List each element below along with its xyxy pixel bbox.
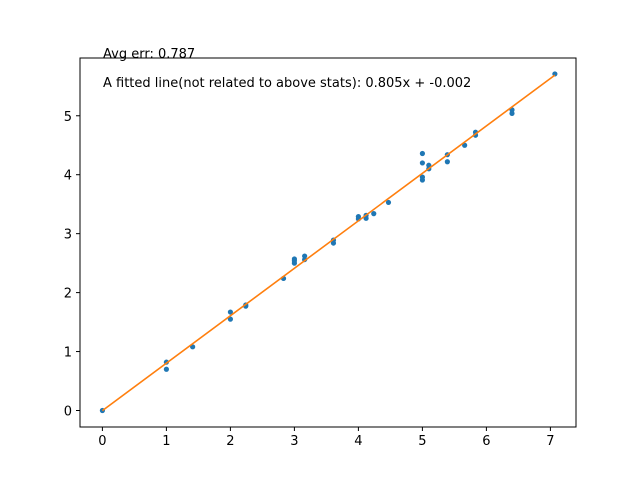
data-point bbox=[444, 159, 450, 165]
data-point bbox=[227, 309, 233, 315]
plot-area bbox=[99, 71, 558, 414]
data-point bbox=[291, 260, 297, 266]
data-point bbox=[371, 211, 377, 217]
fit-line bbox=[101, 74, 556, 412]
data-point bbox=[385, 199, 392, 206]
x-tick-label: 0 bbox=[98, 434, 106, 449]
x-tick-label: 7 bbox=[546, 434, 554, 449]
data-point bbox=[419, 177, 425, 183]
y-tick-label: 3 bbox=[64, 228, 72, 243]
data-point bbox=[330, 240, 337, 246]
avg-error-annotation: Avg err: 0.787 bbox=[103, 47, 195, 62]
x-tick-label: 1 bbox=[162, 434, 170, 449]
data-point bbox=[227, 316, 233, 322]
y-tick-label: 0 bbox=[64, 404, 72, 419]
axes-frame bbox=[79, 57, 577, 428]
y-tick-label: 1 bbox=[64, 346, 72, 361]
y-tick-label: 2 bbox=[64, 287, 72, 302]
fitted-line-annotation: A fitted line(not related to above stats… bbox=[103, 76, 471, 91]
data-point bbox=[419, 150, 425, 157]
data-point bbox=[509, 110, 515, 117]
y-tick-label: 5 bbox=[64, 110, 72, 125]
axis-ticks: 0 1 2 3 4 5 6 7 0 1 2 3 4 5 bbox=[64, 110, 555, 449]
x-tick-label: 3 bbox=[290, 434, 298, 449]
data-point bbox=[163, 366, 169, 372]
y-tick-label: 4 bbox=[64, 169, 72, 184]
data-point bbox=[419, 160, 425, 166]
x-tick-label: 2 bbox=[226, 434, 234, 449]
x-tick-label: 4 bbox=[354, 434, 362, 449]
x-tick-label: 5 bbox=[418, 434, 426, 449]
x-tick-label: 6 bbox=[482, 434, 490, 449]
